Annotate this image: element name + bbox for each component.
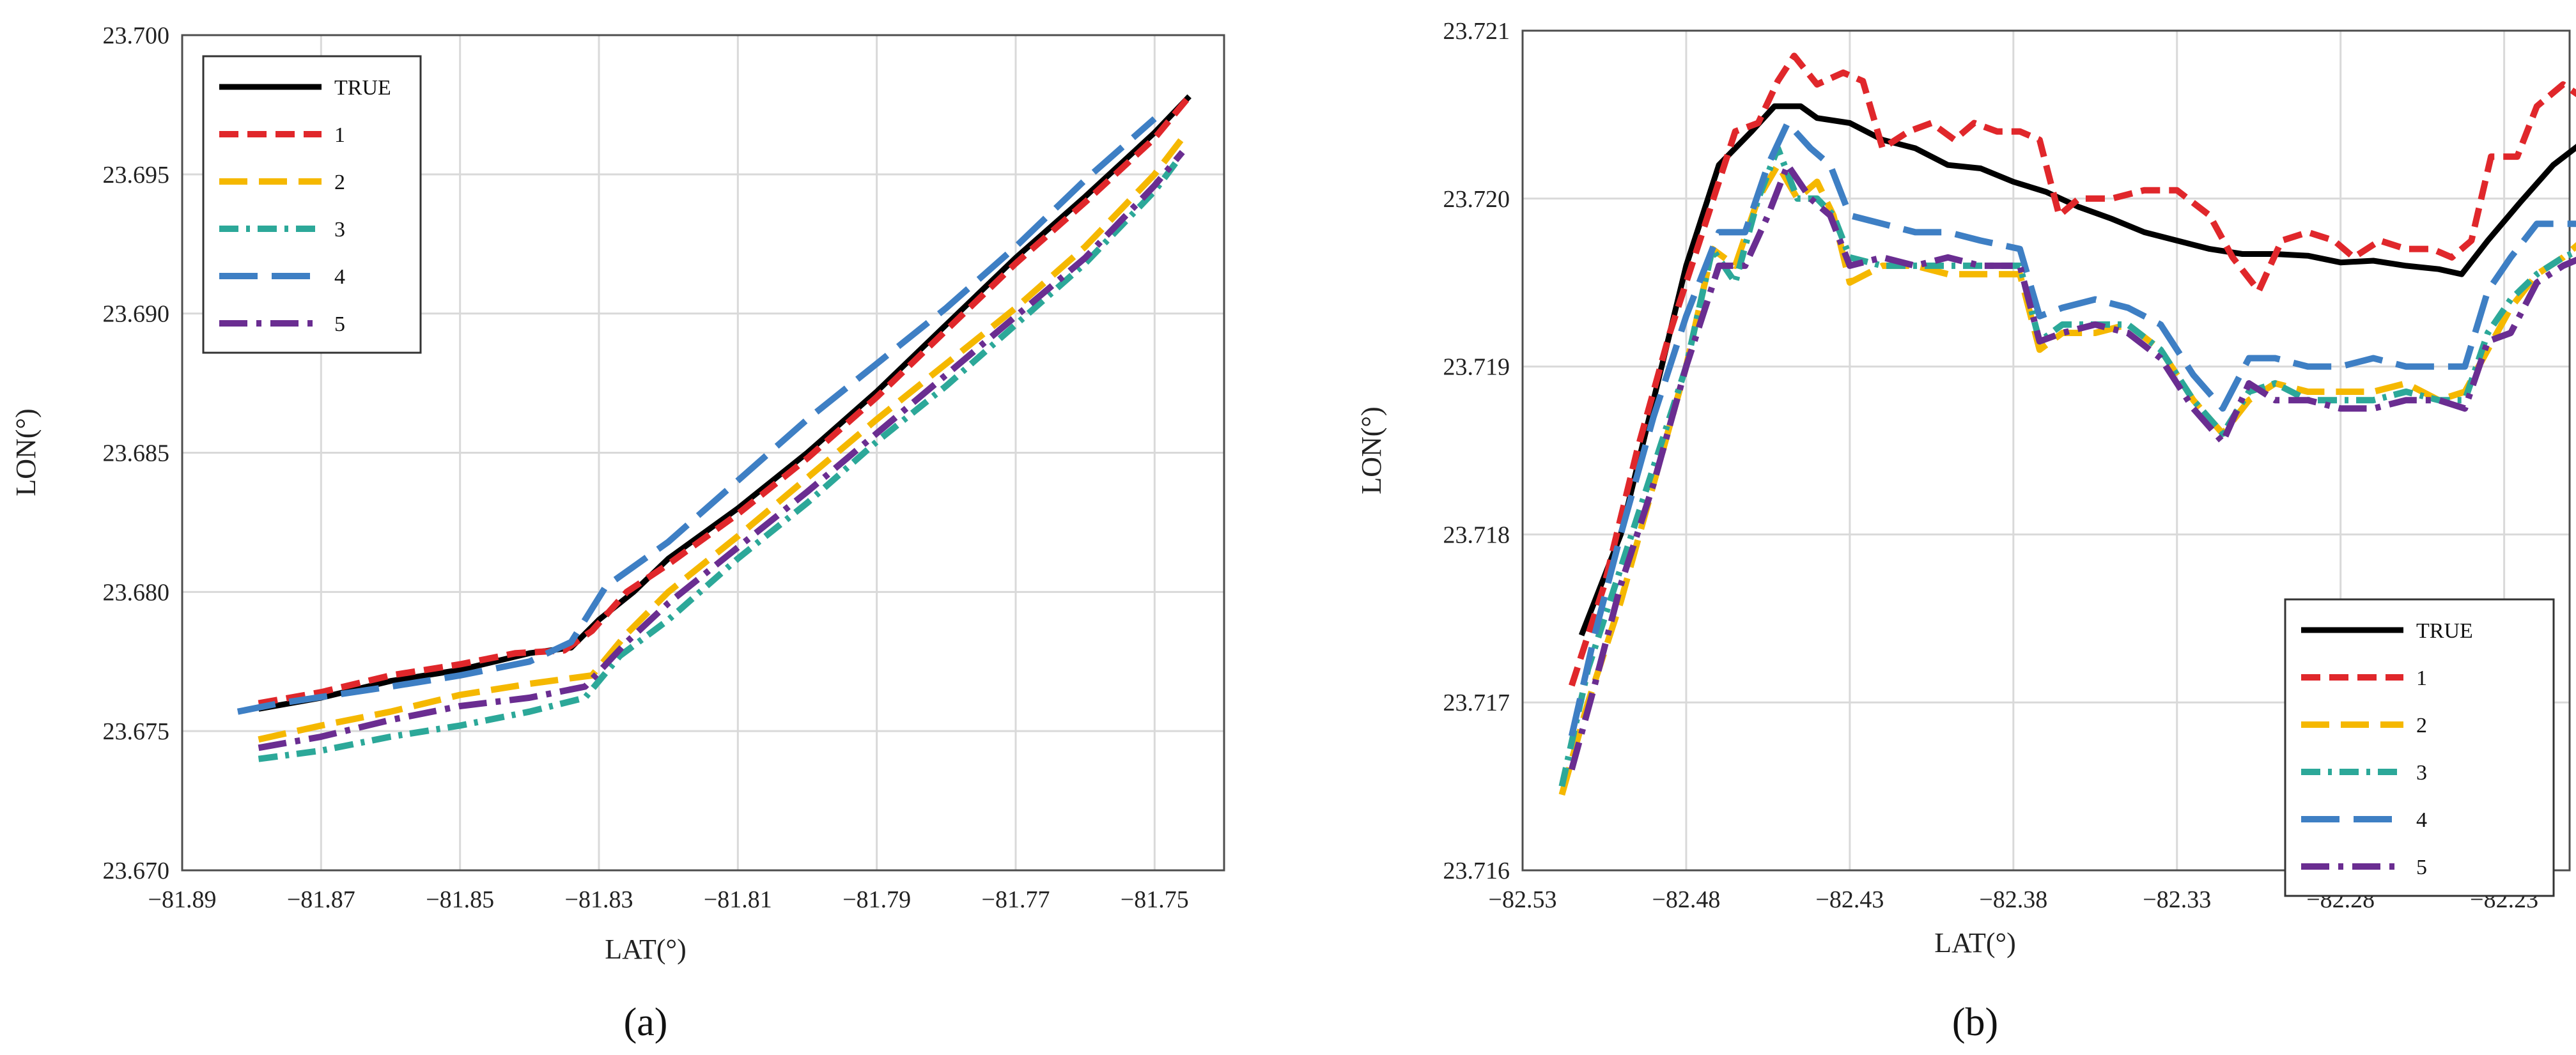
series-line-true [258, 94, 1191, 712]
series-line-5 [258, 150, 1185, 751]
x-tick-label: −82.43 [1815, 886, 1884, 913]
x-axis-title: LAT(°) [1934, 927, 2016, 959]
legend-entry-5: 5 [2416, 856, 2427, 879]
legend: TRUE 1 2 3 4 5 [2284, 598, 2555, 897]
legend-entry-3: 3 [334, 218, 345, 242]
y-tick-label: 23.721 [1443, 18, 1510, 45]
x-tick-label: −81.75 [1121, 886, 1189, 913]
y-tick-label: 23.695 [103, 162, 170, 189]
y-axis-title: LON(°) [1356, 406, 1387, 494]
x-axis-title: LAT(°) [605, 934, 687, 965]
y-tick-label: 23.718 [1443, 521, 1510, 548]
legend-entry-3: 3 [2416, 761, 2427, 785]
legend-box [2284, 598, 2555, 897]
x-tick-label: −81.89 [148, 886, 217, 913]
x-tick-label: −81.81 [704, 886, 772, 913]
y-tick-label: 23.719 [1443, 354, 1510, 381]
legend-entry-1: 1 [334, 123, 345, 147]
x-tick-label: −81.83 [565, 886, 633, 913]
series-line-4 [237, 116, 1157, 715]
chart-panel-a: −81.89 −81.87 −81.85 −81.83 −81.81 −81.79 −81.… [10, 22, 1225, 1044]
y-tick-label: 23.670 [103, 858, 170, 884]
legend-entry-true: TRUE [2416, 619, 2473, 643]
x-tick-label: −81.77 [982, 886, 1050, 913]
y-tick-label: 23.720 [1443, 186, 1510, 213]
y-axis-title: LON(°) [10, 408, 42, 496]
x-tick-label: −82.38 [1979, 886, 2047, 913]
legend-entry-1: 1 [2416, 666, 2427, 690]
legend: TRUE 1 2 3 4 5 [202, 55, 422, 354]
series-line-1 [1569, 52, 2576, 687]
series-line-3 [1558, 145, 2576, 787]
x-tick-label: −81.79 [842, 886, 911, 913]
legend-entry-true: TRUE [334, 76, 391, 100]
y-tick-label: 23.700 [103, 22, 170, 49]
legend-entry-2: 2 [2416, 714, 2427, 737]
legend-entry-4: 4 [2416, 808, 2427, 832]
y-tick-label: 23.717 [1443, 689, 1510, 716]
y-tick-label: 23.680 [103, 579, 170, 606]
series-line-4 [1568, 119, 2576, 737]
x-tick-label: −82.53 [1489, 886, 1557, 913]
y-tick-label: 23.690 [103, 301, 170, 328]
plot-area [181, 34, 1225, 872]
x-tick-label: −81.85 [426, 886, 494, 913]
legend-entry-2: 2 [334, 171, 345, 194]
x-tick-label: −82.48 [1652, 886, 1720, 913]
x-tick-label: −82.33 [2143, 886, 2211, 913]
legend-entry-5: 5 [334, 312, 345, 336]
y-tick-label: 23.716 [1443, 858, 1510, 884]
panel-label: (a) [624, 1001, 668, 1044]
series-line-5 [1568, 162, 2576, 771]
panel-label: (b) [1952, 1001, 1998, 1044]
series-line-true [1578, 103, 2576, 636]
legend-box [202, 55, 422, 354]
series-line-3 [258, 161, 1178, 762]
series-line-1 [258, 94, 1192, 707]
series-line-2 [258, 136, 1185, 743]
y-tick-label: 23.685 [103, 440, 170, 467]
y-tick-label: 23.675 [103, 718, 170, 745]
legend-entry-4: 4 [334, 265, 345, 289]
plot-area [1521, 29, 2571, 872]
x-tick-label: −81.87 [287, 886, 355, 913]
chart-panel-b: −82.53 −82.48 −82.43 −82.38 −82.33 −82.28 −82.… [1356, 18, 2576, 1044]
